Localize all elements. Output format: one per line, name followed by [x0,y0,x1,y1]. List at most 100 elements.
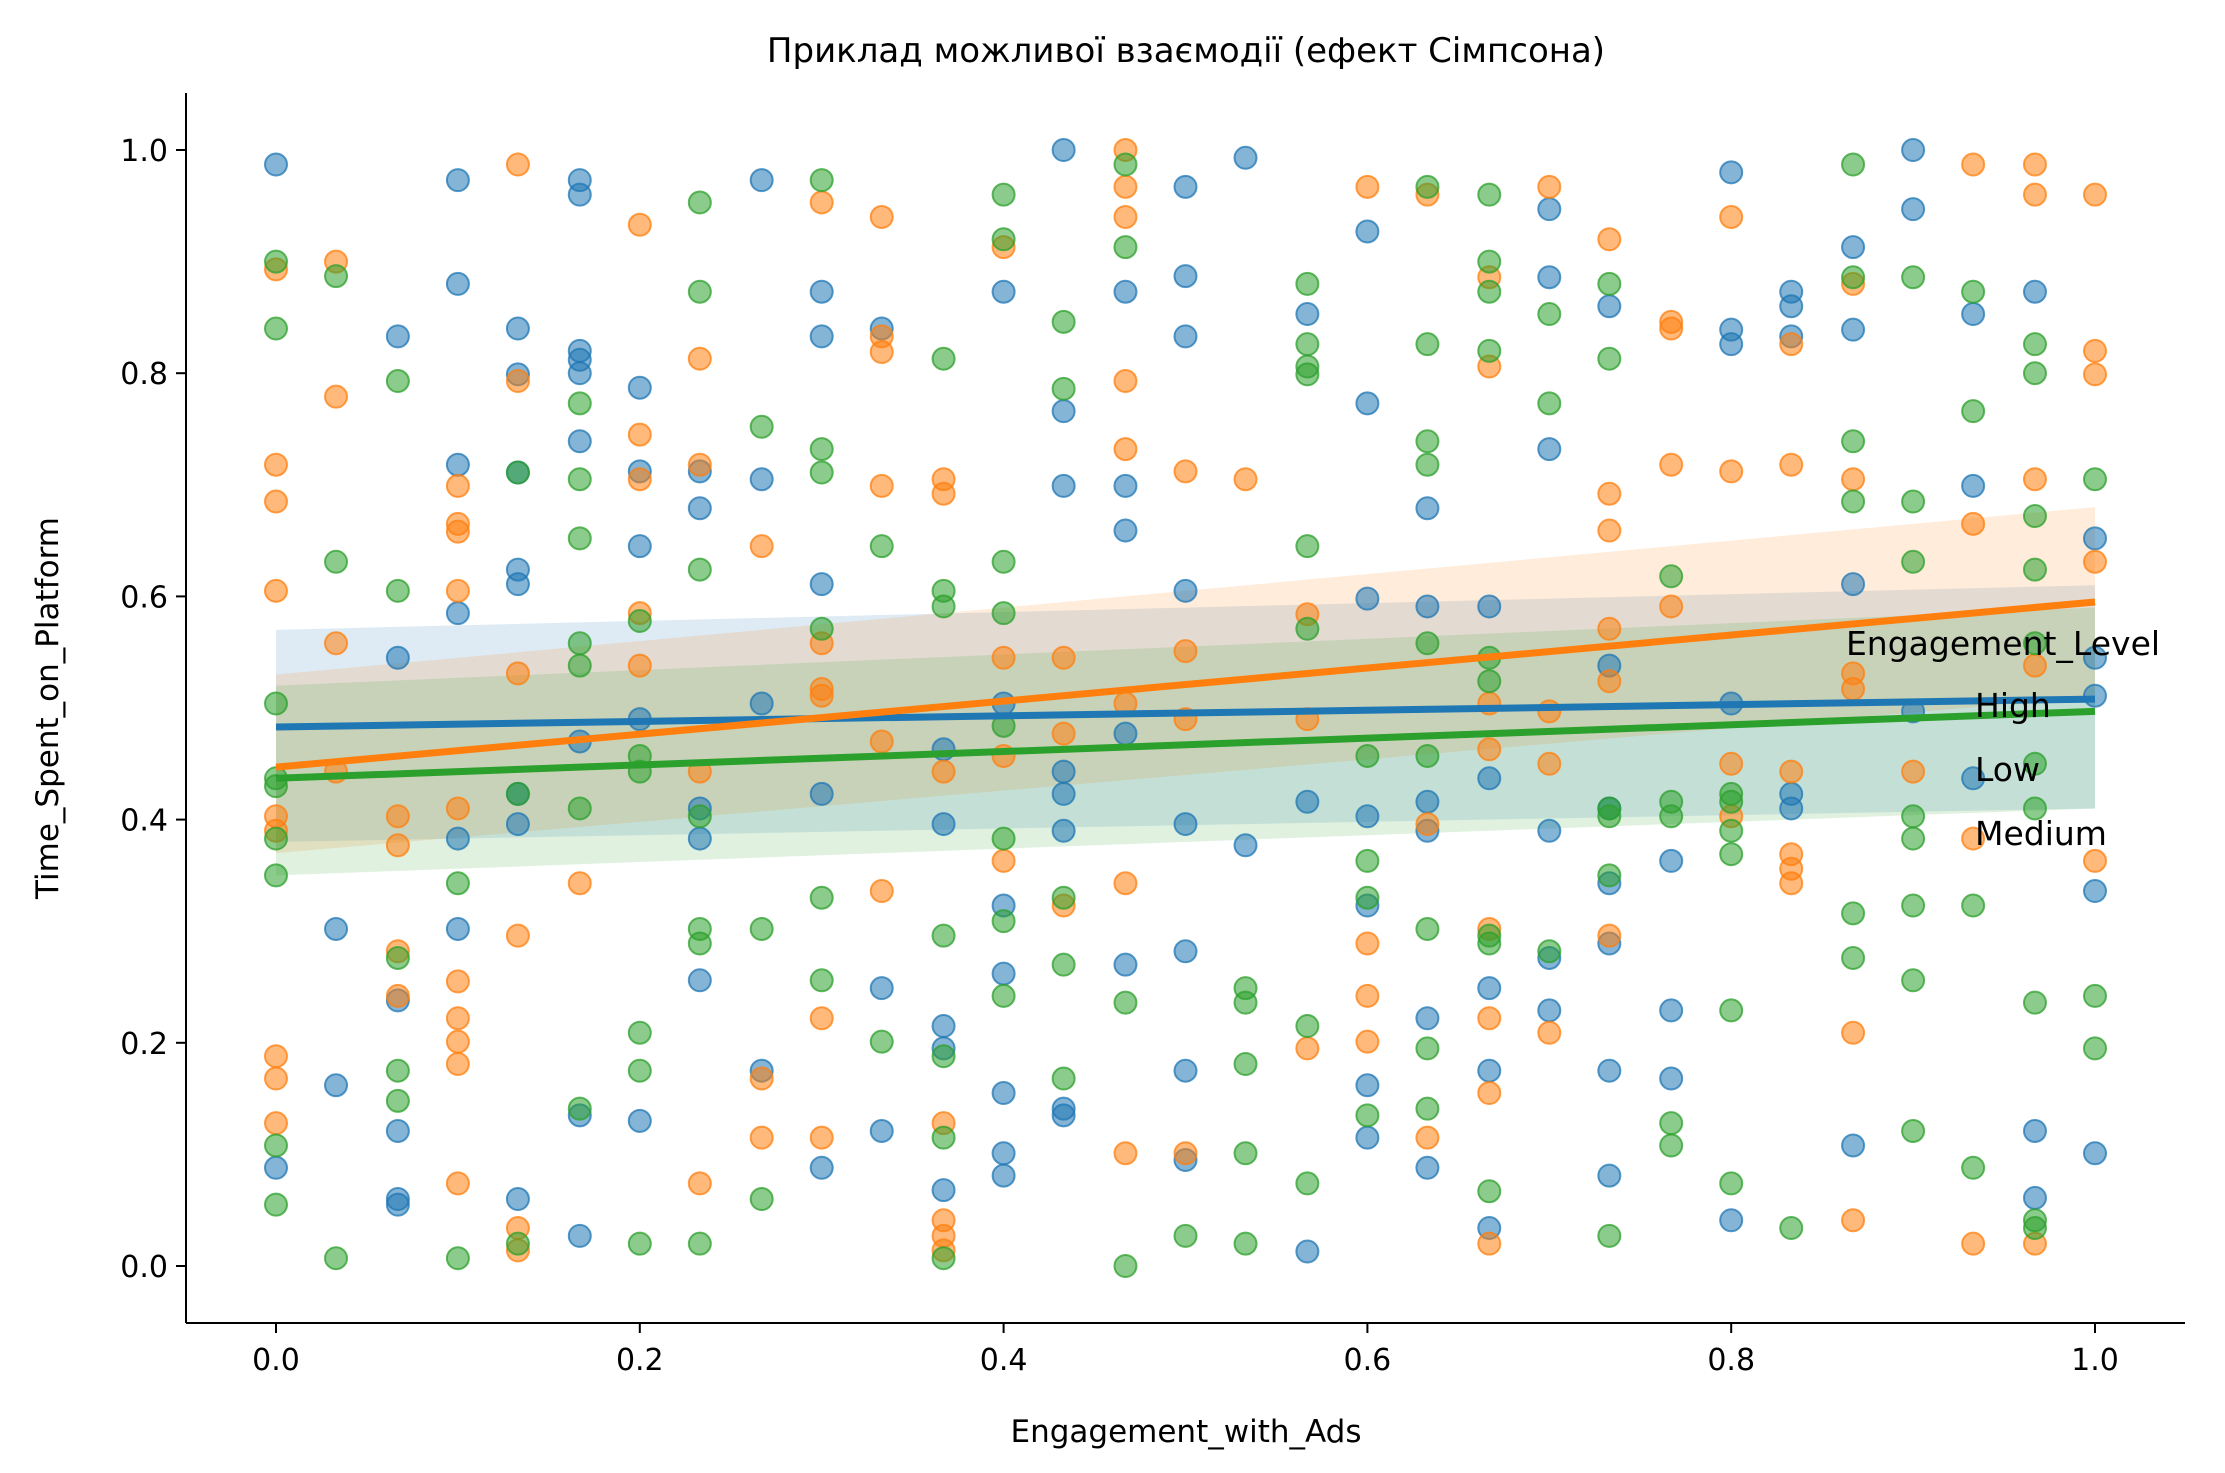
scatter-point-high [1537,437,1562,462]
scatter-point-high [2083,526,2107,551]
scatter-point-medium [567,796,592,821]
scatter-point-medium [1597,1223,1622,1248]
scatter-point-low [749,1066,774,1091]
scatter-point-medium [324,549,349,574]
scatter-point-low [931,481,956,506]
scatter-point-high [809,324,834,349]
scatter-point-medium [1719,818,1744,843]
scatter-point-high [1415,1006,1440,1031]
scatter-point-medium [991,826,1016,851]
scatter-point-high [1355,219,1380,244]
scatter-point-medium [627,1020,652,1045]
scatter-point-high [1537,265,1562,290]
scatter-point-medium [2022,504,2047,529]
scatter-point-medium [1659,804,1684,829]
scatter-point-high [1719,160,1744,185]
scatter-point-medium [809,437,834,462]
scatter-point-high [1173,578,1198,603]
scatter-point-high [505,1187,530,1212]
scatter-point-low [1233,467,1258,492]
scatter-point-high [931,1178,956,1203]
scatter-point-medium [1597,346,1622,371]
scatter-point-medium [687,557,712,582]
x-tick-label: 0.8 [1707,1343,1755,1378]
scatter-point-medium [1719,998,1744,1023]
scatter-point-low [445,1052,470,1077]
scatter-point-low [505,152,530,177]
regression-lines [275,598,2096,782]
scatter-point-high [687,496,712,521]
scatter-point-high [1719,1208,1744,1233]
scatter-point-medium [749,916,774,941]
scatter-point-high [2083,879,2107,904]
scatter-point-medium [385,1058,410,1083]
scatter-point-high [1355,1073,1380,1098]
scatter-point-medium [1113,1254,1138,1278]
scatter-point-medium [1901,826,1926,851]
scatter-point-medium [264,316,288,341]
scatter-point-low [1355,1029,1380,1054]
scatter-point-low [1051,645,1076,670]
scatter-point-medium [931,346,956,371]
scatter-point-high [1173,174,1198,199]
scatter-point-high [1173,1058,1198,1083]
scatter-point-high [1415,496,1440,521]
y-tick-label: 0.0 [120,1250,168,1285]
scatter-point-medium [1597,863,1622,888]
scatter-point-medium [1415,743,1440,768]
scatter-point-low [2083,338,2107,363]
scatter-point-medium [1051,885,1076,910]
scatter-point-medium [991,601,1016,626]
scatter-point-medium [2083,1036,2107,1061]
scatter-point-high [809,279,834,304]
scatter-point-high [1113,473,1138,498]
scatter-point-medium [749,414,774,439]
scatter-point-low [869,729,894,754]
scatter-point-low [1659,316,1684,341]
scatter-point-high [2083,1141,2107,1166]
scatter-point-high [991,1081,1016,1106]
scatter-point-medium [1477,338,1502,363]
scatter-point-medium [567,391,592,416]
scatter-point-high [1173,939,1198,964]
scatter-point-medium [809,168,834,193]
scatter-point-low [505,923,530,948]
scatter-point-medium [687,804,712,829]
scatter-point-low [1597,518,1622,543]
scatter-point-medium [991,227,1016,252]
scatter-point-high [931,1014,956,1039]
scatter-point-medium [809,460,834,485]
scatter-point-low [264,452,288,477]
scatter-point-low [1779,452,1804,477]
scatter-point-low [2022,182,2047,207]
scatter-point-high [1477,976,1502,1001]
scatter-point-low [2083,362,2107,387]
scatter-point-high [1233,833,1258,858]
scatter-point-medium [567,631,592,656]
scatter-point-high [869,1118,894,1143]
scatter-point-low [1779,871,1804,896]
scatter-point-medium [1415,1096,1440,1121]
scatter-point-medium [1415,174,1440,199]
scatter-point-medium [809,885,834,910]
scatter-point-high [445,452,470,477]
scatter-point-low [931,759,956,784]
scatter-point-medium [1113,152,1138,177]
scatter-point-medium [1233,1231,1258,1256]
scatter-point-low [445,578,470,603]
scatter-point-high [869,976,894,1001]
scatter-point-medium [2083,467,2107,492]
scatter-point-medium [1415,332,1440,357]
scatter-point-medium [869,534,894,559]
scatter-point-low [627,467,652,492]
scatter-point-low [1841,1020,1866,1045]
scatter-point-low [687,452,712,477]
scatter-point-low [1537,699,1562,724]
scatter-point-medium [1415,631,1440,656]
scatter-point-low [627,212,652,237]
scatter-point-medium [1961,893,1986,918]
scatter-point-medium [1719,1171,1744,1196]
scatter-point-low [1537,174,1562,199]
scatter-point-medium [1355,1103,1380,1128]
